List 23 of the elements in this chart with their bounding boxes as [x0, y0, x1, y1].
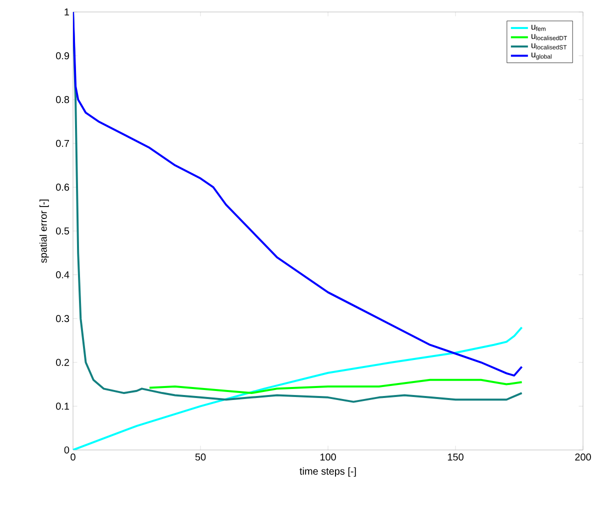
y-tick-label: 0.9: [56, 52, 70, 60]
y-tick-label: 1: [64, 8, 70, 16]
x-tick-label: 0: [70, 454, 76, 461]
x-tick-label: 100: [320, 454, 336, 461]
legend-label: $\mathrm{u}_{\mathrm{localisedDT}}$: [531, 34, 567, 40]
y-tick-label: 0.3: [56, 315, 70, 322]
y-tick-label: 0.4: [56, 271, 70, 278]
y-tick-label: 0.1: [56, 402, 70, 410]
y-tick-label: 0.2: [56, 358, 69, 366]
legend-label: $\mathrm{u}_{\mathrm{fem}}$: [531, 24, 546, 31]
line-series: [73, 326, 523, 450]
y-tick-label: 0.7: [56, 140, 69, 147]
x-tick-label: 50: [195, 454, 206, 461]
y-tick-label: 0: [64, 446, 70, 454]
y-tick-label: 0.5: [56, 227, 70, 235]
y-tick-label: 0.6: [56, 184, 70, 191]
legend-label: $\mathrm{u}_{\mathrm{global}}$: [531, 52, 552, 60]
x-tick-label: 150: [448, 454, 464, 461]
y-axis-title: spatial error [-]: [40, 200, 49, 263]
y-tick-label: 0.8: [56, 96, 70, 104]
x-axis-title: time steps [-]: [300, 467, 356, 477]
x-tick-label: 200: [575, 454, 591, 461]
legend-label: $\mathrm{u}_{\mathrm{localisedST}}$: [531, 43, 567, 50]
